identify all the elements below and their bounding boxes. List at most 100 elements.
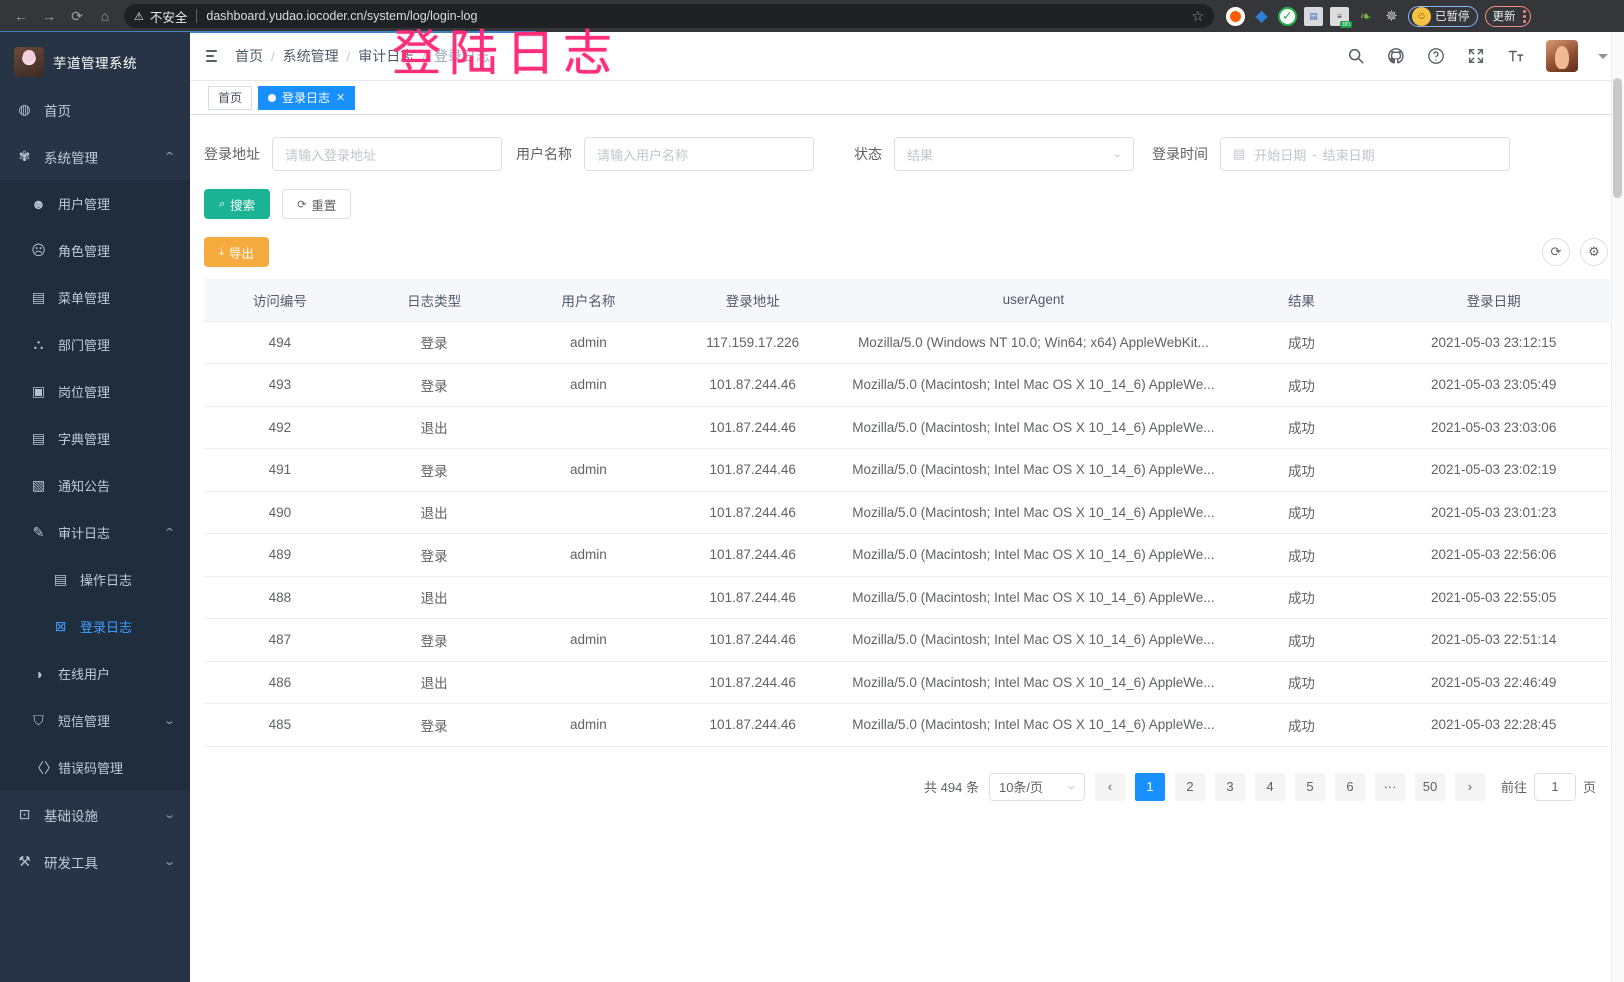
reset-button[interactable]: ⟳ 重置: [282, 189, 352, 219]
sidebar-item-16[interactable]: ⚒ 研发工具 ⌄: [0, 838, 190, 885]
search-icon[interactable]: [1346, 46, 1366, 66]
breadcrumb-item-2[interactable]: 审计日志: [358, 48, 415, 64]
ip-input[interactable]: 请输入登录地址: [272, 137, 502, 171]
green-check-ext-icon[interactable]: ✓: [1278, 6, 1297, 26]
sidebar-item-10[interactable]: ▤ 操作日志: [0, 556, 190, 603]
table-row[interactable]: 490 退出 101.87.244.46 Mozilla/5.0 (Macintosh…: [204, 491, 1610, 534]
chevron-down-icon[interactable]: [1598, 53, 1608, 59]
jump-page-input[interactable]: 1: [1533, 772, 1576, 801]
start-date-placeholder: 开始日期: [1254, 147, 1307, 163]
sidebar-item-13[interactable]: ⛉ 短信管理 ⌄: [0, 697, 190, 744]
column-settings-icon[interactable]: ⚙: [1580, 238, 1608, 266]
avatar[interactable]: [1546, 40, 1578, 72]
forward-arrow-icon[interactable]: →: [42, 8, 56, 24]
sidebar-item-7[interactable]: ▤ 字典管理: [0, 415, 190, 462]
table-row[interactable]: 489 登录 admin 101.87.244.46 Mozilla/5.0 (Maci…: [204, 533, 1610, 577]
paused-pill[interactable]: ☺ 已暂停: [1408, 5, 1478, 27]
fullscreen-icon[interactable]: [1466, 46, 1486, 66]
blue-note-ext-icon[interactable]: ▤: [1304, 6, 1323, 26]
refresh-circle-icon[interactable]: ⟳: [1542, 238, 1570, 266]
calendar-icon: ▤: [1233, 146, 1246, 161]
search-icon: ⌕: [219, 197, 226, 210]
page-size-select[interactable]: 10条/页 ⌄: [988, 772, 1085, 801]
puzzle-ext-icon[interactable]: ✵: [1385, 8, 1398, 25]
logo[interactable]: 芋道管理系统: [0, 38, 190, 86]
prev-page-button[interactable]: ‹: [1094, 772, 1125, 801]
tab-1[interactable]: 登录日志 ✕: [258, 85, 356, 110]
cell-type: 登录: [355, 618, 513, 662]
hamburger-icon[interactable]: [206, 50, 223, 62]
page-button-1[interactable]: 1: [1134, 772, 1165, 801]
sidebar-item-6[interactable]: ▣ 岗位管理: [0, 368, 190, 415]
page-button-6[interactable]: 6: [1334, 772, 1365, 801]
home-icon[interactable]: ⌂: [100, 8, 110, 24]
page-button-5[interactable]: 5: [1294, 772, 1325, 801]
table-row[interactable]: 487 登录 admin 101.87.244.46 Mozilla/5.0 (Maci…: [204, 618, 1610, 662]
sidebar-item-12[interactable]: ◑ 在线用户: [0, 650, 190, 697]
breadcrumb-item-0[interactable]: 首页: [235, 48, 263, 64]
page-load-progress: [0, 31, 536, 33]
table-toolbar: ⤓ 导出 ⟳ ⚙: [190, 219, 1624, 267]
cell-ip: 101.87.244.46: [664, 363, 842, 407]
ip-input-placeholder: 请输入登录地址: [285, 147, 377, 163]
table-row[interactable]: 486 退出 101.87.244.46 Mozilla/5.0 (Macintosh…: [204, 661, 1610, 704]
font-size-icon[interactable]: [1506, 46, 1526, 66]
online-user-icon: ◑: [34, 665, 43, 682]
login-log-icon: ⊠: [54, 618, 67, 634]
table-row[interactable]: 492 退出 101.87.244.46 Mozilla/5.0 (Macintosh…: [204, 406, 1610, 449]
cell-result: 成功: [1225, 406, 1378, 449]
column-header-0: 访问编号: [204, 279, 356, 322]
sidebar-item-14[interactable]: 〈〉 错误码管理: [0, 744, 190, 791]
status-select[interactable]: 结果 ⌄: [894, 137, 1134, 171]
tab-label: 首页: [218, 91, 243, 105]
sidebar-item-2[interactable]: ☻ 用户管理: [0, 180, 190, 227]
update-pill[interactable]: 更新: [1484, 5, 1531, 27]
reload-icon[interactable]: ⟳: [71, 7, 83, 24]
page-scrollbar[interactable]: [1611, 32, 1624, 982]
breadcrumb-item-1[interactable]: 系统管理: [282, 48, 339, 64]
sidebar-item-15[interactable]: ⊡ 基础设施 ⌄: [0, 791, 190, 838]
search-button[interactable]: ⌕ 搜索: [204, 189, 271, 219]
sidebar-item-label: 菜单管理: [58, 291, 111, 306]
next-page-button[interactable]: ›: [1454, 772, 1485, 801]
pagination-ellipsis[interactable]: ···: [1374, 772, 1405, 801]
cell-ip: 101.87.244.46: [664, 618, 842, 662]
address-bar[interactable]: ⚠ 不安全 dashboard.yudao.iocoder.cn/system/…: [124, 4, 1214, 28]
sidebar-item-0[interactable]: ◍ 首页: [0, 86, 190, 133]
cell-ua: Mozilla/5.0 (Macintosh; Intel Mac OS X 1…: [841, 576, 1226, 619]
sidebar-item-3[interactable]: ☹ 角色管理: [0, 227, 190, 274]
table-row[interactable]: 491 登录 admin 101.87.244.46 Mozilla/5.0 (Maci…: [204, 448, 1610, 492]
cell-ip: 101.87.244.46: [664, 576, 842, 619]
tab-label: 登录日志: [282, 91, 331, 105]
username-input[interactable]: 请输入用户名称: [584, 137, 814, 171]
refresh-icon: ⟳: [297, 198, 307, 211]
table-row[interactable]: 494 登录 admin 117.159.17.226 Mozilla/5.0 (Win…: [204, 321, 1610, 364]
page-button-4[interactable]: 4: [1254, 772, 1285, 801]
page-button-3[interactable]: 3: [1214, 772, 1245, 801]
table-row[interactable]: 493 登录 admin 101.87.244.46 Mozilla/5.0 (Maci…: [204, 363, 1610, 407]
bookmark-star-icon[interactable]: ☆: [1191, 7, 1204, 24]
help-circle-icon[interactable]: [1426, 46, 1446, 66]
orange-ring-ext-icon[interactable]: [1226, 6, 1245, 26]
date-range-picker[interactable]: ▤ 开始日期 - 结束日期: [1220, 137, 1510, 171]
table-row[interactable]: 488 退出 101.87.244.46 Mozilla/5.0 (Macintosh…: [204, 576, 1610, 619]
export-button[interactable]: ⤓ 导出: [204, 237, 269, 267]
sidebar-item-4[interactable]: ▤ 菜单管理: [0, 274, 190, 321]
blue-diamond-ext-icon[interactable]: ◆: [1255, 8, 1268, 25]
sidebar-item-9[interactable]: ✎ 审计日志 ⌃: [0, 509, 190, 556]
tab-0[interactable]: 首页: [208, 85, 253, 110]
page-button-50[interactable]: 50: [1414, 772, 1445, 801]
leaf-ext-icon[interactable]: ❧: [1359, 7, 1372, 24]
back-arrow-icon[interactable]: ←: [14, 8, 28, 24]
sidebar-item-1[interactable]: ✾ 系统管理 ⌃: [0, 133, 190, 180]
sidebar-item-11[interactable]: ⊠ 登录日志: [0, 603, 190, 650]
close-icon[interactable]: ✕: [336, 92, 346, 104]
sidebar-item-8[interactable]: ▧ 通知公告: [0, 462, 190, 509]
scrollbar-thumb[interactable]: [1613, 78, 1622, 198]
sidebar-item-5[interactable]: ⛬ 部门管理: [0, 321, 190, 368]
page-button-2[interactable]: 2: [1174, 772, 1205, 801]
github-icon[interactable]: [1386, 46, 1406, 66]
on-badge-ext-icon[interactable]: ≡ on: [1330, 6, 1352, 28]
table-row[interactable]: 485 登录 admin 101.87.244.46 Mozilla/5.0 (Maci…: [204, 703, 1610, 747]
chrome-menu-icon[interactable]: [1522, 9, 1526, 23]
